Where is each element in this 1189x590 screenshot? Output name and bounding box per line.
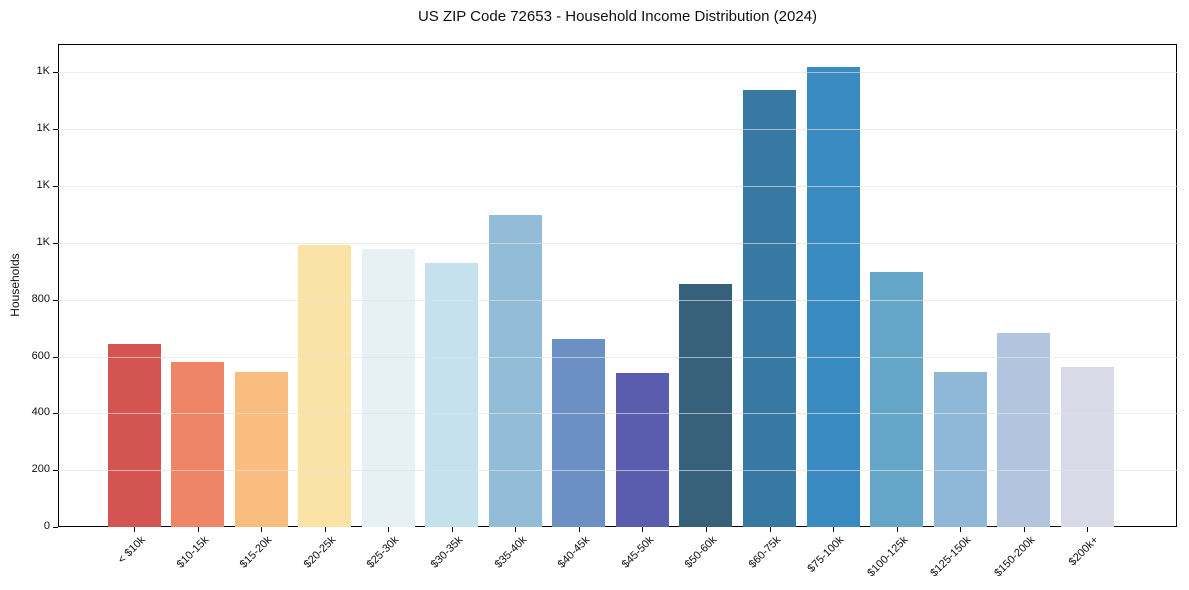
y-tick-mark [53, 527, 58, 528]
y-tick-mark [53, 72, 58, 74]
x-tick-label: $25-30k [365, 534, 402, 571]
x-tick-mark [388, 527, 390, 532]
x-tick-label: $50-60k [682, 534, 720, 571]
gridline [58, 413, 1177, 415]
bar [933, 371, 987, 527]
y-axis-label: Households [8, 253, 22, 317]
y-tick-label: 0 [43, 520, 50, 532]
bar [298, 244, 352, 527]
x-tick-mark [515, 527, 517, 532]
chart-title: US ZIP Code 72653 - Household Income Dis… [417, 8, 818, 25]
y-tick-mark [53, 356, 58, 358]
bar [1060, 367, 1114, 527]
x-tick-label: $30-35k [428, 534, 466, 571]
bar [361, 248, 415, 527]
x-tick-mark [833, 527, 835, 532]
x-tick-mark [769, 527, 771, 532]
x-tick-mark [642, 527, 644, 532]
x-tick-label: $150-200k [991, 534, 1038, 580]
x-tick-mark [960, 527, 962, 532]
x-tick-label: $20-25k [301, 534, 339, 571]
bar [997, 333, 1051, 527]
x-tick-mark [197, 527, 199, 532]
y-tick-mark [53, 242, 58, 244]
x-tick-label: $40-45k [555, 534, 593, 571]
bar [615, 373, 669, 527]
y-tick-label: 600 [31, 349, 50, 362]
y-tick-label: 1K [36, 65, 50, 78]
gridline [58, 186, 1177, 188]
x-tick-mark [896, 527, 898, 532]
bar [806, 67, 860, 527]
x-tick-mark [705, 527, 707, 532]
gridline [58, 129, 1177, 131]
y-tick-mark [53, 470, 58, 472]
gridline [58, 470, 1177, 472]
y-tick-label: 1K [36, 179, 50, 192]
bar [171, 362, 225, 527]
x-tick-mark [1087, 527, 1089, 532]
bar [234, 371, 288, 527]
x-tick-label: $35-40k [492, 534, 529, 571]
x-tick-mark [451, 527, 453, 532]
y-tick-label: 200 [31, 463, 50, 476]
y-tick-label: 1K [36, 122, 50, 135]
bar [743, 90, 796, 527]
x-tick-label: < $10k [115, 534, 148, 567]
gridline [58, 72, 1177, 74]
x-tick-label: $100-125k [864, 534, 911, 580]
x-tick-label: $10-15k [174, 534, 212, 571]
x-tick-mark [261, 527, 263, 532]
bar [679, 283, 733, 527]
x-tick-label: $15-20k [237, 534, 275, 571]
bar [870, 271, 924, 527]
x-tick-label: $45-50k [619, 534, 656, 571]
x-tick-label: $75-100k [805, 534, 847, 575]
bar [552, 338, 606, 527]
x-tick-label: $60-75k [746, 534, 783, 571]
x-tick-label: $200k+ [1066, 534, 1101, 569]
y-tick-mark [53, 129, 58, 131]
gridline [58, 242, 1177, 244]
gridline [58, 356, 1177, 358]
y-tick-mark [53, 299, 58, 301]
x-tick-mark [324, 527, 326, 532]
y-tick-label: 800 [31, 292, 50, 305]
y-tick-label: 400 [31, 406, 50, 419]
gridline [58, 299, 1177, 301]
y-tick-mark [53, 413, 58, 415]
y-tick-mark [53, 186, 58, 188]
x-tick-label: $125-150k [928, 534, 974, 580]
bar [488, 215, 542, 527]
x-tick-mark [1023, 527, 1025, 532]
y-tick-label: 1K [36, 235, 50, 248]
x-tick-mark [578, 527, 580, 532]
bar [425, 263, 479, 527]
x-tick-mark [134, 527, 135, 532]
bar [107, 343, 161, 527]
